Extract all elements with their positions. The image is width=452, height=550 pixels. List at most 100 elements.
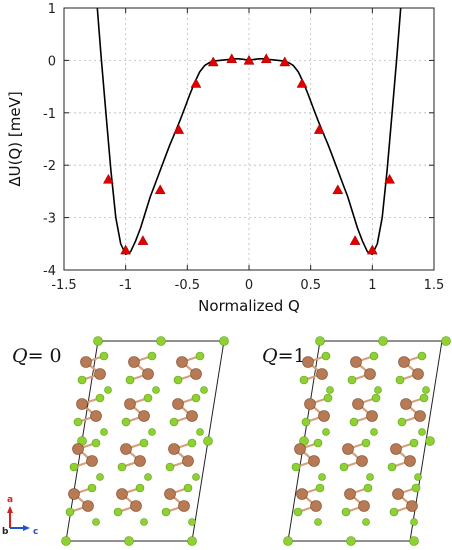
- light-atom: [196, 428, 204, 436]
- heavy-atom: [302, 356, 314, 368]
- light-atom: [326, 386, 334, 394]
- x-tick-label: 0.5: [300, 278, 321, 293]
- light-atom: [419, 393, 429, 403]
- data-point: [279, 56, 291, 67]
- light-atom: [121, 417, 131, 427]
- light-atom: [370, 428, 378, 436]
- light-atom: [425, 436, 435, 446]
- light-atom: [417, 351, 427, 361]
- light-atom: [313, 438, 323, 448]
- light-atom: [219, 336, 229, 346]
- heavy-atom: [400, 398, 412, 410]
- heavy-atom: [390, 443, 402, 455]
- heavy-atom: [366, 410, 378, 422]
- heavy-atom: [82, 500, 94, 512]
- heavy-atom: [404, 455, 416, 467]
- light-atom: [378, 336, 388, 346]
- y-tick-label: -2: [43, 159, 56, 174]
- light-atom: [203, 436, 213, 446]
- x-tick-label: -1.5: [51, 278, 76, 293]
- y-tick-label: 1: [48, 2, 56, 17]
- heavy-atom: [304, 398, 316, 410]
- light-atom: [96, 473, 104, 481]
- light-atom: [143, 393, 153, 403]
- y-tick-label: 0: [48, 54, 56, 69]
- light-atom: [422, 386, 430, 394]
- light-atom: [69, 462, 79, 472]
- heavy-atom: [172, 398, 184, 410]
- data-point: [384, 173, 396, 184]
- heavy-atom: [308, 455, 320, 467]
- light-atom: [117, 462, 127, 472]
- x-tick-label: 1.5: [424, 278, 445, 293]
- crystal-structures: Q= 0 Q=1 a b c: [2, 336, 451, 546]
- light-atom: [65, 507, 75, 517]
- axis-c-head: [23, 525, 30, 531]
- data-point: [154, 184, 166, 195]
- structure-label-q0: Q= 0: [12, 345, 62, 367]
- heavy-atom: [94, 368, 106, 380]
- light-atom: [104, 386, 112, 394]
- light-atom: [191, 393, 201, 403]
- light-atom: [165, 462, 175, 472]
- light-atom: [77, 375, 87, 385]
- heavy-atom: [310, 500, 322, 512]
- heavy-atom: [294, 443, 306, 455]
- data-point: [102, 173, 114, 184]
- light-atom: [414, 473, 422, 481]
- data-point: [137, 235, 149, 245]
- light-atom: [299, 375, 309, 385]
- light-atom: [139, 438, 149, 448]
- heavy-atom: [342, 443, 354, 455]
- light-atom: [61, 536, 71, 546]
- axis-a-label: a: [7, 495, 13, 505]
- light-atom: [369, 351, 379, 361]
- light-atom: [152, 386, 160, 394]
- light-atom: [87, 483, 97, 493]
- light-atom: [301, 417, 311, 427]
- axis-a-head: [7, 506, 13, 513]
- light-atom: [148, 428, 156, 436]
- light-atom: [283, 536, 293, 546]
- heavy-atom: [134, 455, 146, 467]
- light-atom: [374, 386, 382, 394]
- x-tick-labels: -1.5 -1 -0.5 0 0.5 1 1.5: [51, 278, 444, 293]
- heavy-atom: [164, 488, 176, 500]
- heavy-atom: [414, 410, 426, 422]
- data-point: [313, 124, 325, 134]
- data-point: [366, 244, 378, 255]
- light-atom: [147, 351, 157, 361]
- light-atom: [363, 483, 373, 493]
- heavy-atom: [120, 443, 132, 455]
- light-atom: [347, 375, 357, 385]
- y-axis-title: ΔU(Q) [meV]: [6, 91, 24, 186]
- heavy-atom: [142, 368, 154, 380]
- data-point: [332, 184, 344, 195]
- heavy-atom: [176, 356, 188, 368]
- light-atom: [349, 417, 359, 427]
- light-atom: [361, 438, 371, 448]
- x-tick-label: 1: [368, 278, 376, 293]
- light-atom: [315, 336, 325, 346]
- light-atom: [387, 462, 397, 472]
- light-atom: [192, 473, 200, 481]
- light-atom: [318, 473, 326, 481]
- light-atom: [322, 428, 330, 436]
- light-atom: [371, 393, 381, 403]
- light-atom: [144, 473, 152, 481]
- data-point: [207, 56, 219, 67]
- y-tick-label: -1: [43, 107, 56, 122]
- light-atom: [195, 351, 205, 361]
- x-tick-label: 0: [245, 278, 253, 293]
- light-atom: [135, 483, 145, 493]
- x-tick-label: -0.5: [175, 278, 200, 293]
- light-atom: [140, 518, 148, 526]
- light-atom: [409, 536, 419, 546]
- light-atom: [341, 507, 351, 517]
- light-atom: [124, 536, 134, 546]
- data-point: [190, 77, 202, 88]
- light-atom: [73, 417, 83, 427]
- light-atom: [389, 507, 399, 517]
- data-point: [296, 77, 308, 88]
